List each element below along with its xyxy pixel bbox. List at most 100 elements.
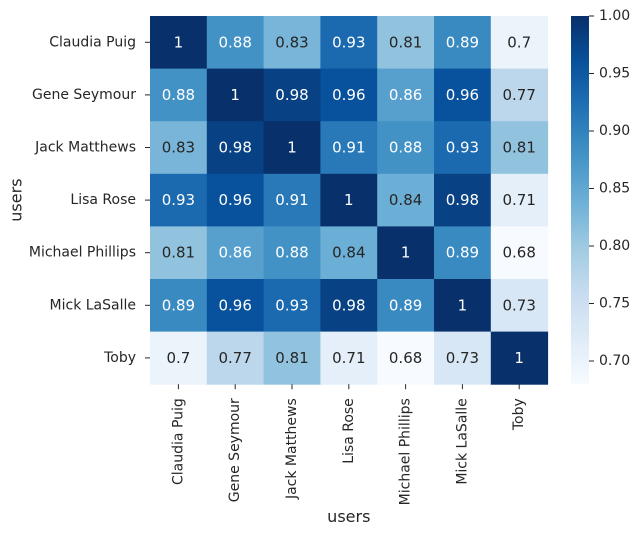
cell-value-label: 0.98 (332, 296, 365, 314)
y-tick-label: Michael Phillips (29, 245, 136, 261)
cell-value-label: 0.93 (332, 33, 365, 51)
cell-value-label: 0.88 (218, 33, 251, 51)
cell-value-label: 0.91 (275, 191, 308, 209)
heatmap-cell (320, 226, 378, 280)
cell-value-label: 0.77 (218, 349, 251, 367)
cell-value-label: 0.71 (502, 191, 535, 209)
cell-value-label: 0.93 (446, 139, 479, 157)
heatmap-cell (320, 279, 378, 333)
y-tick-label: Lisa Rose (70, 192, 136, 208)
cell-value-label: 0.71 (332, 349, 365, 367)
heatmap-cell (150, 16, 208, 70)
cell-value-label: 1 (344, 191, 354, 209)
heatmap-cell (377, 279, 435, 333)
heatmap-cell (150, 173, 208, 227)
colorbar: 0.70 0.75 0.80 0.85 0.90 0.95 1.00 (571, 8, 630, 384)
x-axis-title: users (327, 507, 370, 526)
heatmap-cell (320, 16, 378, 70)
heatmap-cell (263, 68, 321, 122)
heatmap-cell (150, 121, 208, 175)
cell-value-label: 0.96 (218, 296, 251, 314)
heatmap-cell (263, 121, 321, 175)
heatmap-cell (150, 331, 208, 385)
heatmap-cell (206, 68, 265, 122)
y-axis-title: users (7, 178, 26, 221)
heatmap-cell (490, 226, 549, 280)
cell-value-label: 0.7 (507, 33, 531, 51)
heatmap-cell (377, 121, 435, 175)
cell-value-label: 0.93 (162, 191, 195, 209)
y-tick-labels: Claudia Puig Gene Seymour Jack Matthews Lis… (29, 34, 150, 366)
y-tick-label: Mick LaSalle (50, 297, 136, 313)
cell-value-label: 0.96 (332, 86, 365, 104)
colorbar-gradient (571, 16, 589, 384)
cell-value-label: 0.91 (332, 139, 365, 157)
cell-value-label: 0.86 (389, 86, 422, 104)
x-tick-label: Gene Seymour (227, 398, 243, 502)
cell-value-label: 1 (458, 296, 468, 314)
cell-value-label: 0.7 (166, 349, 190, 367)
heatmap-cell (490, 121, 549, 175)
heatmap-cell (434, 16, 492, 70)
cell-value-label: 0.73 (502, 296, 535, 314)
cell-value-label: 0.68 (389, 349, 422, 367)
x-tick-label: Lisa Rose (341, 398, 357, 464)
heatmap-cell (150, 279, 208, 333)
heatmap-cell (320, 331, 378, 385)
cell-value-label: 0.88 (275, 244, 308, 262)
heatmap-cell (434, 331, 492, 385)
x-tick-label: Jack Matthews (284, 398, 300, 500)
x-tick-label: Mick LaSalle (454, 398, 470, 484)
heatmap-cell (320, 121, 378, 175)
cell-value-label: 0.89 (446, 244, 479, 262)
cell-value-label: 0.68 (502, 244, 535, 262)
x-tick-label: Toby (511, 398, 527, 431)
heatmap-cell (377, 16, 435, 70)
y-tick-label: Gene Seymour (32, 87, 136, 103)
heatmap-cell (377, 331, 435, 385)
cell-value-label: 1 (514, 349, 524, 367)
heatmap-cell (206, 121, 265, 175)
cell-value-label: 0.88 (389, 139, 422, 157)
x-tick-labels: Claudia Puig Gene Seymour Jack Matthews Lis… (170, 384, 527, 505)
cell-value-label: 0.81 (275, 349, 308, 367)
heatmap-cell (434, 68, 492, 122)
colorbar-tick-label: 1.00 (599, 8, 630, 24)
cell-value-label: 0.83 (162, 139, 195, 157)
heatmap-cell (490, 173, 549, 227)
cell-value-label: 0.98 (275, 86, 308, 104)
heatmap-cell (150, 68, 208, 122)
heatmap-cell (263, 279, 321, 333)
heatmap-cell (320, 173, 378, 227)
x-tick-label: Michael Phillips (398, 398, 414, 505)
colorbar-tick-label: 0.80 (599, 238, 630, 254)
heatmap-cell (377, 226, 435, 280)
heatmap-cell (490, 331, 549, 385)
cell-value-label: 0.89 (446, 33, 479, 51)
cell-value-label: 0.84 (332, 244, 365, 262)
cell-value-label: 0.81 (162, 244, 195, 262)
colorbar-tick-label: 0.70 (599, 353, 630, 369)
colorbar-tick-label: 0.90 (599, 123, 630, 139)
cell-value-label: 0.84 (389, 191, 422, 209)
heatmap-cell (206, 226, 265, 280)
cell-value-label: 0.86 (218, 244, 251, 262)
heatmap-cell (263, 331, 321, 385)
heatmap-cell (263, 16, 321, 70)
cell-value-label: 0.89 (389, 296, 422, 314)
cell-value-label: 0.98 (218, 139, 251, 157)
cell-value-label: 0.88 (162, 86, 195, 104)
colorbar-tick-label: 0.75 (599, 296, 630, 312)
heatmap-cell (377, 68, 435, 122)
heatmap-cell (377, 173, 435, 227)
cell-value-label: 0.77 (502, 86, 535, 104)
heatmap-cell (490, 279, 549, 333)
cell-value-label: 0.81 (502, 139, 535, 157)
cell-value-label: 0.81 (389, 33, 422, 51)
cell-value-label: 1 (174, 33, 184, 51)
heatmap-cell (206, 331, 265, 385)
y-tick-label: Claudia Puig (49, 34, 136, 50)
cell-value-label: 0.73 (446, 349, 479, 367)
cell-value-label: 1 (401, 244, 411, 262)
